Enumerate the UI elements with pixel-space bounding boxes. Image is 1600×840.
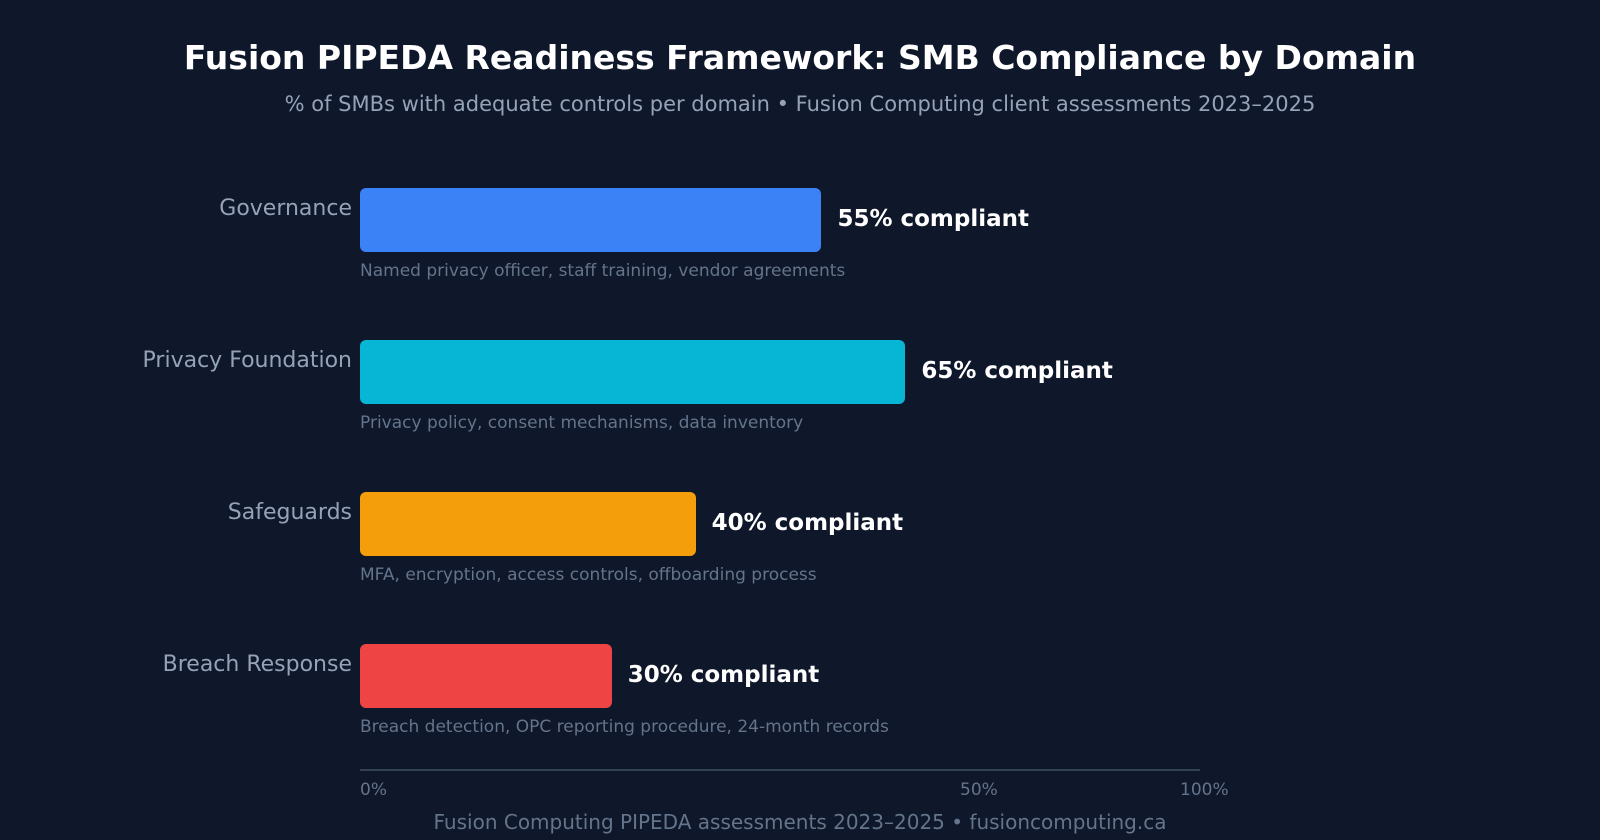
category-label: Privacy Foundation <box>142 348 352 373</box>
value-label: 65% compliant <box>921 358 1113 384</box>
value-label: 40% compliant <box>711 510 904 536</box>
bar-governance <box>360 188 822 252</box>
bar-description: Named privacy officer, staff training, v… <box>360 261 846 281</box>
x-axis-line <box>360 769 1200 771</box>
category-label: Governance <box>219 196 352 221</box>
bar-breach-response <box>360 644 612 708</box>
bar-privacy-foundation <box>360 340 906 404</box>
chart-subtitle: % of SMBs with adequate controls per dom… <box>284 92 1316 116</box>
value-label: 30% compliant <box>627 662 820 688</box>
bar-description: Breach detection, OPC reporting procedur… <box>360 717 889 737</box>
bar-description: MFA, encryption, access controls, offboa… <box>360 565 817 585</box>
bar-description: Privacy policy, consent mechanisms, data… <box>360 413 804 433</box>
chart-title: Fusion PIPEDA Readiness Framework: SMB C… <box>183 38 1417 77</box>
tick-label-0: 0% <box>360 780 387 800</box>
bar-safeguards <box>360 492 696 556</box>
chart-footer: Fusion Computing PIPEDA assessments 2023… <box>433 810 1167 834</box>
category-label: Breach Response <box>162 652 352 677</box>
tick-label-100: 100% <box>1180 780 1229 800</box>
value-label: 55% compliant <box>837 206 1030 232</box>
tick-label-50: 50% <box>960 780 998 800</box>
category-label: Safeguards <box>227 500 352 525</box>
